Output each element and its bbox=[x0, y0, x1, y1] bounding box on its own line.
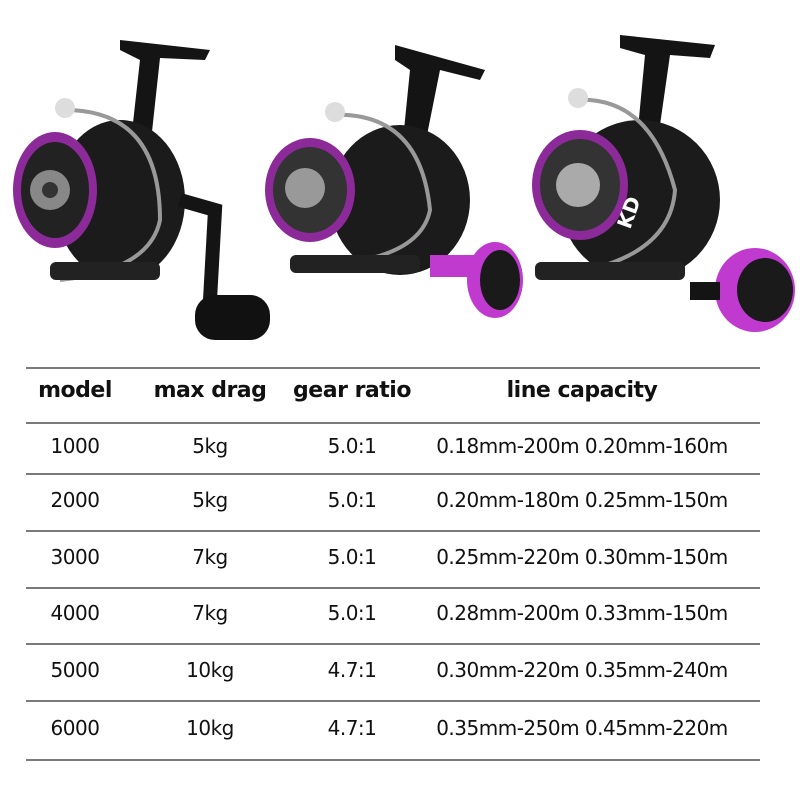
table-divider bbox=[26, 759, 760, 761]
cell-gear-ratio: 5.0:1 bbox=[327, 601, 377, 625]
cell-model: 2000 bbox=[50, 487, 100, 512]
cell-model: 6000 bbox=[50, 715, 100, 740]
header-model: model bbox=[38, 378, 112, 403]
cell-max-drag: 5kg bbox=[192, 487, 228, 512]
table-divider bbox=[26, 643, 760, 645]
table-divider bbox=[26, 700, 760, 702]
fishing-reel-image-1 bbox=[13, 40, 270, 340]
cell-gear-ratio: 5.0:1 bbox=[327, 487, 377, 512]
cell-line-capacity: 0.30mm-220m 0.35mm-240m bbox=[436, 657, 728, 682]
table-divider bbox=[26, 473, 760, 475]
table-divider bbox=[26, 587, 760, 589]
cell-gear-ratio: 4.7:1 bbox=[327, 657, 377, 682]
fishing-reel-image-2 bbox=[265, 45, 523, 318]
table-divider bbox=[26, 422, 760, 424]
table-divider bbox=[26, 367, 760, 369]
cell-max-drag: 7kg bbox=[192, 544, 228, 569]
cell-line-capacity: 0.35mm-250m 0.45mm-220m bbox=[436, 715, 728, 740]
product-images: KD bbox=[13, 35, 795, 340]
cell-line-capacity: 0.20mm-180m 0.25mm-150m bbox=[436, 487, 728, 512]
header-line-capacity: line capacity bbox=[506, 378, 658, 403]
header-max-drag: max drag bbox=[153, 378, 267, 403]
cell-model: 3000 bbox=[50, 544, 100, 569]
cell-max-drag: 5kg bbox=[192, 433, 228, 458]
cell-line-capacity: 0.28mm-200m 0.33mm-150m bbox=[436, 601, 728, 625]
table-divider bbox=[26, 530, 760, 532]
cell-line-capacity: 0.18mm-200m 0.20mm-160m bbox=[436, 433, 728, 458]
cell-max-drag: 10kg bbox=[186, 657, 234, 682]
fishing-reel-image-3: KD bbox=[532, 35, 795, 332]
cell-gear-ratio: 5.0:1 bbox=[327, 433, 377, 458]
cell-model: 4000 bbox=[50, 601, 100, 625]
header-gear-ratio: gear ratio bbox=[293, 378, 411, 403]
cell-gear-ratio: 5.0:1 bbox=[327, 544, 377, 569]
cell-gear-ratio: 4.7:1 bbox=[327, 715, 377, 740]
cell-model: 5000 bbox=[50, 657, 100, 682]
cell-max-drag: 7kg bbox=[192, 601, 228, 625]
cell-max-drag: 10kg bbox=[186, 715, 234, 740]
cell-line-capacity: 0.25mm-220m 0.30mm-150m bbox=[436, 544, 728, 569]
cell-model: 1000 bbox=[50, 433, 100, 458]
